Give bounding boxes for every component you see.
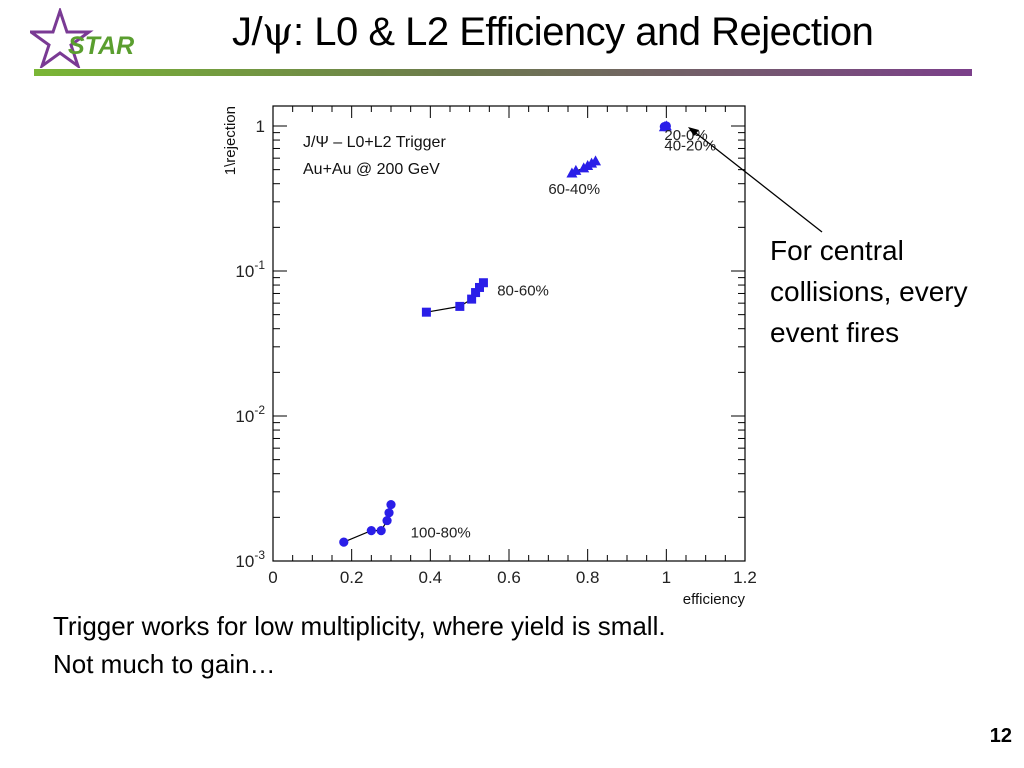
caption: Trigger works for low multiplicity, wher… [53,607,666,683]
chart-annotation-beam: Au+Au @ 200 GeV [303,161,440,178]
y-axis-title: 1\rejection [222,106,239,175]
psi-symbol: ψ [262,9,293,55]
y-tick-label: 1 [256,117,265,136]
data-point [366,526,376,536]
star-logo: STAR [26,6,142,70]
data-point [478,278,488,288]
title-rest: : L0 & L2 Efficiency and Rejection [293,10,874,54]
efficiency-rejection-chart: 0 0.2 0.4 0.6 0.8 1 1.2 10-310-210-11 efficien… [222,105,757,608]
data-point [661,121,671,131]
series-label: 60-40% [548,181,600,198]
data-point [455,301,465,311]
callout-line: collisions, every [770,276,968,307]
data-point [339,537,349,547]
series-layer [339,120,672,547]
x-tick-label: 1 [662,568,671,587]
data-point [386,499,396,510]
series-labels: 100-80%80-60%60-40%40-20%20-0% [411,127,716,542]
page-number: 12 [989,725,1012,747]
logo-text: STAR [68,32,134,60]
caption-line: Trigger works for low multiplicity, wher… [53,611,666,641]
x-axis-title: efficiency [683,591,746,608]
callout-line: For central [770,235,904,266]
data-point [421,307,431,317]
x-tick-labels: 0 0.2 0.4 0.6 0.8 1 1.2 [268,568,757,587]
data-point [384,508,394,518]
x-tick-label: 0.6 [497,568,521,587]
data-point [382,515,392,526]
data-point [570,164,582,175]
x-tick-label: 1.2 [733,568,757,587]
callout-line: event fires [770,317,900,348]
series-label: 100-80% [411,525,471,542]
x-tick-label: 0 [268,568,277,587]
data-point [376,526,386,536]
caption-line: Not much to gain… [53,649,276,679]
x-tick-label: 0.2 [340,568,364,587]
series-label: 80-60% [497,282,549,299]
slide-title: J/ψ: L0 & L2 Efficiency and Rejection [232,6,874,58]
title-prefix: J/ [232,10,263,54]
callout-text: For central collisions, every event fire… [770,230,968,353]
data-point [467,294,477,304]
data-point [475,282,484,292]
data-point [590,155,602,166]
star-icon [26,6,94,70]
data-point [471,288,481,298]
title-underline-bar [34,69,972,76]
x-tick-label: 0.4 [419,568,443,587]
axis-ticks [272,106,746,562]
chart-annotation-trigger: J/Ψ – L0+L2 Trigger [303,134,446,151]
x-tick-label: 0.8 [576,568,600,587]
series-label: 40-20% [664,137,716,154]
